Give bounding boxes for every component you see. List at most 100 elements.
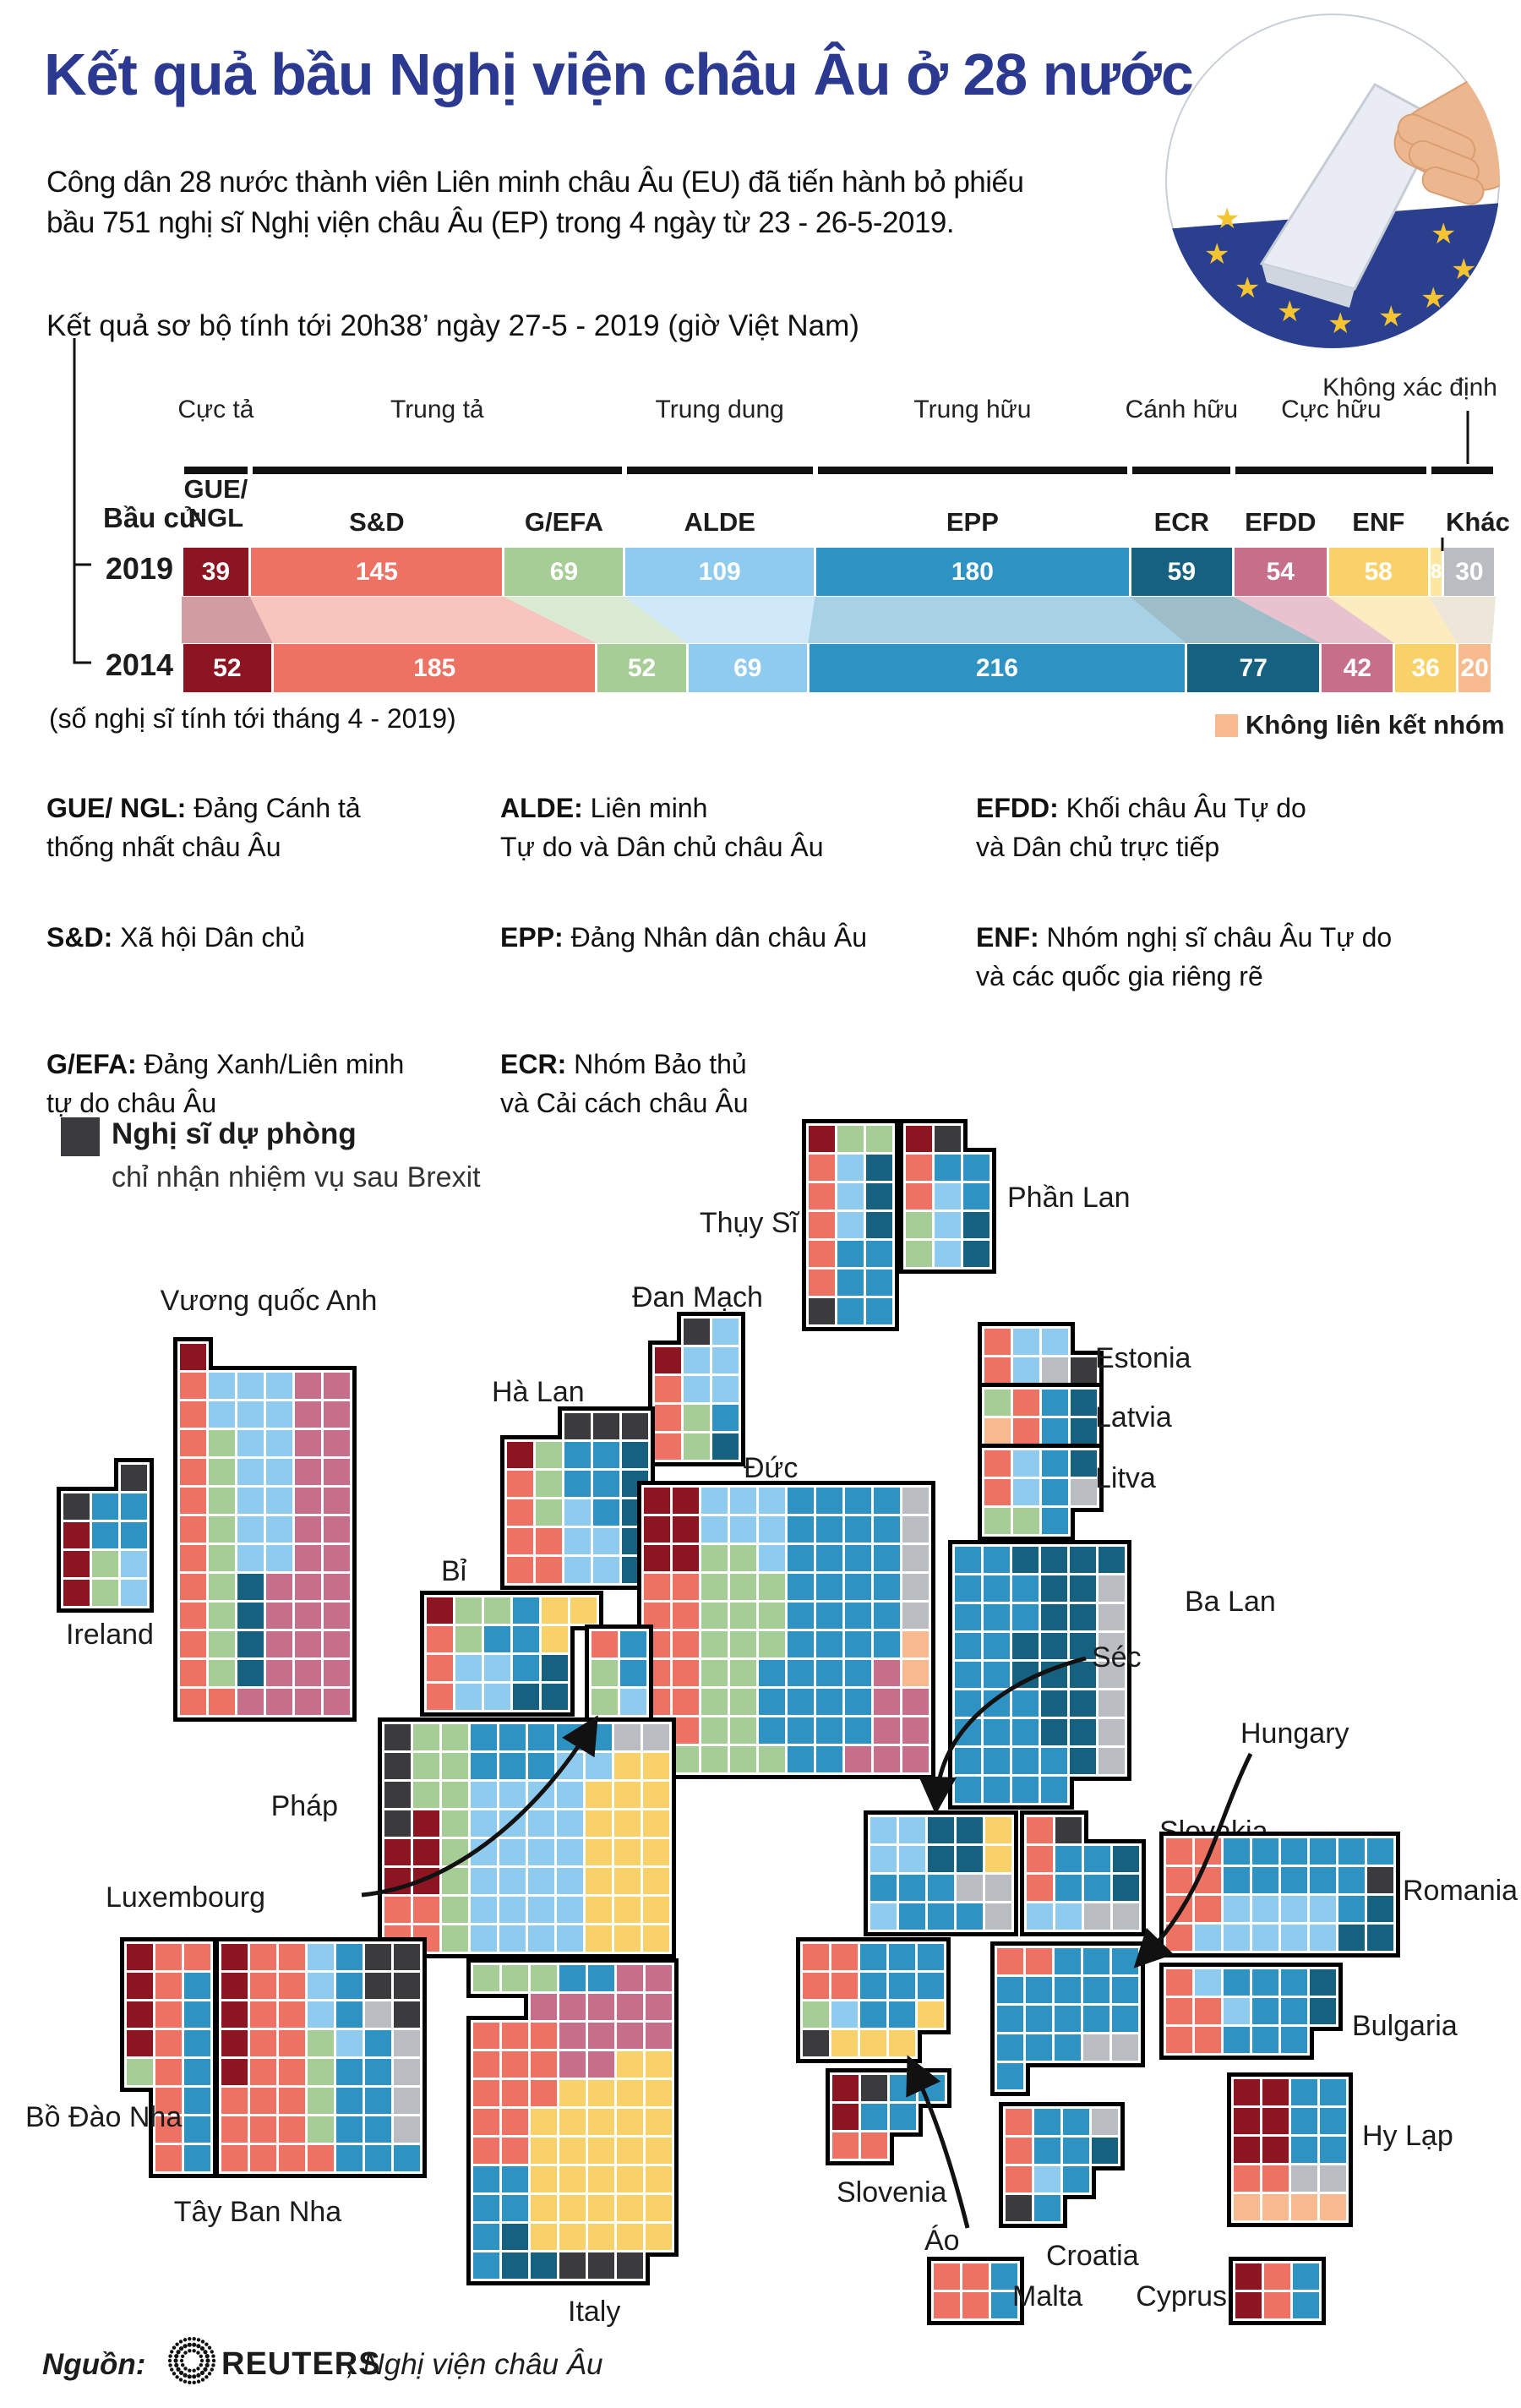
- bar-segment-p: 216: [809, 644, 1185, 692]
- country-label-bulgaria: Bulgaria: [1352, 2010, 1458, 2042]
- country-label-belgium: Bỉ: [441, 1555, 467, 1587]
- country-label-spain: Tây Ban Nha: [173, 2196, 342, 2228]
- eu-stars: ★★★ ★ ★★ ★★★: [1204, 202, 1476, 341]
- nonattached-label: Không liên kết nhóm: [1246, 710, 1505, 740]
- bar-segment-n: 58: [1328, 548, 1428, 596]
- bar-segment-f: 54: [1234, 548, 1327, 596]
- country-grid-czech: [864, 1810, 1018, 1936]
- bar-segment-a: 69: [688, 644, 807, 692]
- country-label-croatia: Croatia: [1046, 2240, 1139, 2272]
- reserve-legend-rest: chỉ nhận nhiệm vụ sau Brexit: [112, 1161, 481, 1193]
- svg-text:★: ★: [1451, 253, 1476, 287]
- definition-alde: ALDE: Liên minh Tự do và Dân chủ châu Âu: [500, 793, 824, 863]
- spectrum-label: Trung dung: [655, 396, 784, 423]
- country-grid-slovenia: [826, 2068, 951, 2165]
- country-grid-bulgaria: [1159, 1963, 1343, 2060]
- country-grid-france: [378, 1717, 676, 1958]
- country-grid-greece: [1227, 2072, 1353, 2227]
- country-grid-austria: [796, 1937, 951, 2063]
- country-label-malta: Malta: [1012, 2280, 1083, 2312]
- country-grid-poland: [948, 1540, 1131, 1810]
- source-name: REUTERS: [221, 2346, 381, 2382]
- country-grid-finland: [899, 1119, 996, 1274]
- country-label-denmark: Đan Mạch: [632, 1281, 763, 1313]
- party-abbr-a: ALDE: [684, 507, 755, 537]
- bar-segment-n: 36: [1395, 644, 1456, 692]
- bar-segment-i: 20: [1458, 644, 1491, 692]
- bar-segment-c: 77: [1187, 644, 1320, 692]
- definition-efdd: EFDD: Khối châu Âu Tự do và Dân chủ trực …: [976, 793, 1306, 863]
- country-label-netherlands: Hà Lan: [492, 1376, 585, 1408]
- updated-timestamp: Kết quả sơ bộ tính tới 20h38’ ngày 27-5 …: [46, 309, 859, 342]
- country-label-italy: Italy: [568, 2296, 621, 2328]
- country-label-greece: Hy Lạp: [1362, 2120, 1453, 2152]
- reserve-legend-bold: Nghị sĩ dự phòng: [112, 1117, 357, 1150]
- bar-segment-e: 69: [504, 548, 624, 596]
- bar-segment-c: 59: [1131, 548, 1232, 596]
- svg-text:★: ★: [1277, 295, 1302, 329]
- party-abbr-khac: Khác: [1446, 507, 1510, 537]
- country-grid-denmark: [648, 1312, 745, 1466]
- spectrum-underline: [626, 467, 813, 474]
- bar-segment-f: 42: [1322, 644, 1393, 692]
- reuters-logo: [167, 2336, 216, 2385]
- spectrum-label: Trung tả: [390, 396, 484, 423]
- country-grid-romania: [1159, 1832, 1400, 1958]
- country-grid-cyprus: [1229, 2257, 1326, 2325]
- country-label-sweden: Thụy Sĩ: [699, 1207, 799, 1239]
- country-grid-croatia: [999, 2102, 1125, 2228]
- country-grid-belgium: [420, 1591, 603, 1717]
- flow-band: [182, 597, 1496, 643]
- svg-text:★: ★: [1431, 217, 1456, 251]
- party-abbr-c: ECR: [1153, 507, 1210, 537]
- country-label-slovenia: Slovenia: [837, 2176, 947, 2209]
- reserve-swatch: [61, 1117, 100, 1156]
- ballot-box-photo: ★★★ ★ ★★ ★★★: [1165, 14, 1500, 348]
- country-label-france: Pháp: [270, 1790, 338, 1822]
- spectrum-underline: [252, 467, 622, 474]
- bar-2014: 52 185 52 69 216 77 42 36 20: [0, 644, 1521, 692]
- party-abbr-n: ENF: [1352, 507, 1405, 537]
- definition-enf: ENF: Nhóm nghị sĩ châu Âu Tự do và các qu…: [976, 922, 1393, 992]
- source-secondary: ; Nghị viện châu Âu: [346, 2348, 603, 2381]
- chart-row-label: Bầu cử: [103, 502, 199, 533]
- country-label-luxembourg: Luxembourg: [106, 1881, 266, 1914]
- spectrum-underline: [184, 467, 248, 474]
- svg-text:★: ★: [1204, 238, 1229, 271]
- country-grid-uk: [173, 1337, 357, 1722]
- bar-segment-s: 185: [274, 644, 596, 692]
- bar-segment-s: 145: [251, 548, 503, 596]
- bar-segment-p: 180: [816, 548, 1129, 596]
- bar-segment-o: 30: [1444, 548, 1495, 596]
- definition-sd: S&D: Xã hội Dân chủ: [46, 922, 305, 953]
- chart-note: (số nghị sĩ tính tới tháng 4 - 2019): [49, 703, 456, 734]
- spectrum-underline: [1431, 467, 1493, 474]
- country-grid-netherlands: [500, 1406, 655, 1590]
- country-grid-ireland: [57, 1458, 154, 1613]
- definition-gefa: G/EFA: Đảng Xanh/Liên minh tự do châu Âu: [46, 1049, 405, 1119]
- country-grid-luxembourg: [585, 1624, 653, 1722]
- country-label-hungary: Hungary: [1240, 1717, 1349, 1750]
- party-abbr-g: GUE/NGL: [183, 474, 248, 533]
- country-grid-hungary: [990, 1941, 1145, 2096]
- country-label-latvia: Latvia: [1095, 1401, 1172, 1433]
- country-grid-italy: [466, 1958, 679, 2285]
- country-grid-portugal: [120, 1937, 217, 2178]
- country-label-lithuania: Litva: [1095, 1462, 1156, 1494]
- year-2014-label: 2014: [105, 647, 173, 682]
- spectrum-label: Cực tả: [177, 396, 254, 423]
- svg-text:★: ★: [1420, 281, 1446, 315]
- bar-segment-x: 8: [1430, 548, 1442, 596]
- bar-segment-g: 52: [183, 644, 272, 692]
- party-abbr-f: EFDD: [1245, 507, 1317, 537]
- spectrum-underline: [1132, 467, 1231, 474]
- party-abbr-s: S&D: [349, 507, 405, 537]
- country-label-portugal: Bồ Đào Nha: [25, 2101, 183, 2133]
- country-label-finland: Phần Lan: [1007, 1182, 1131, 1214]
- spectrum-underline: [1235, 467, 1427, 474]
- country-grid-sweden: [802, 1119, 899, 1331]
- svg-text:★: ★: [1235, 271, 1260, 305]
- country-label-ireland: Ireland: [66, 1619, 154, 1651]
- definition-ecr: ECR: Nhóm Bảo thủ và Cải cách châu Âu: [500, 1049, 749, 1119]
